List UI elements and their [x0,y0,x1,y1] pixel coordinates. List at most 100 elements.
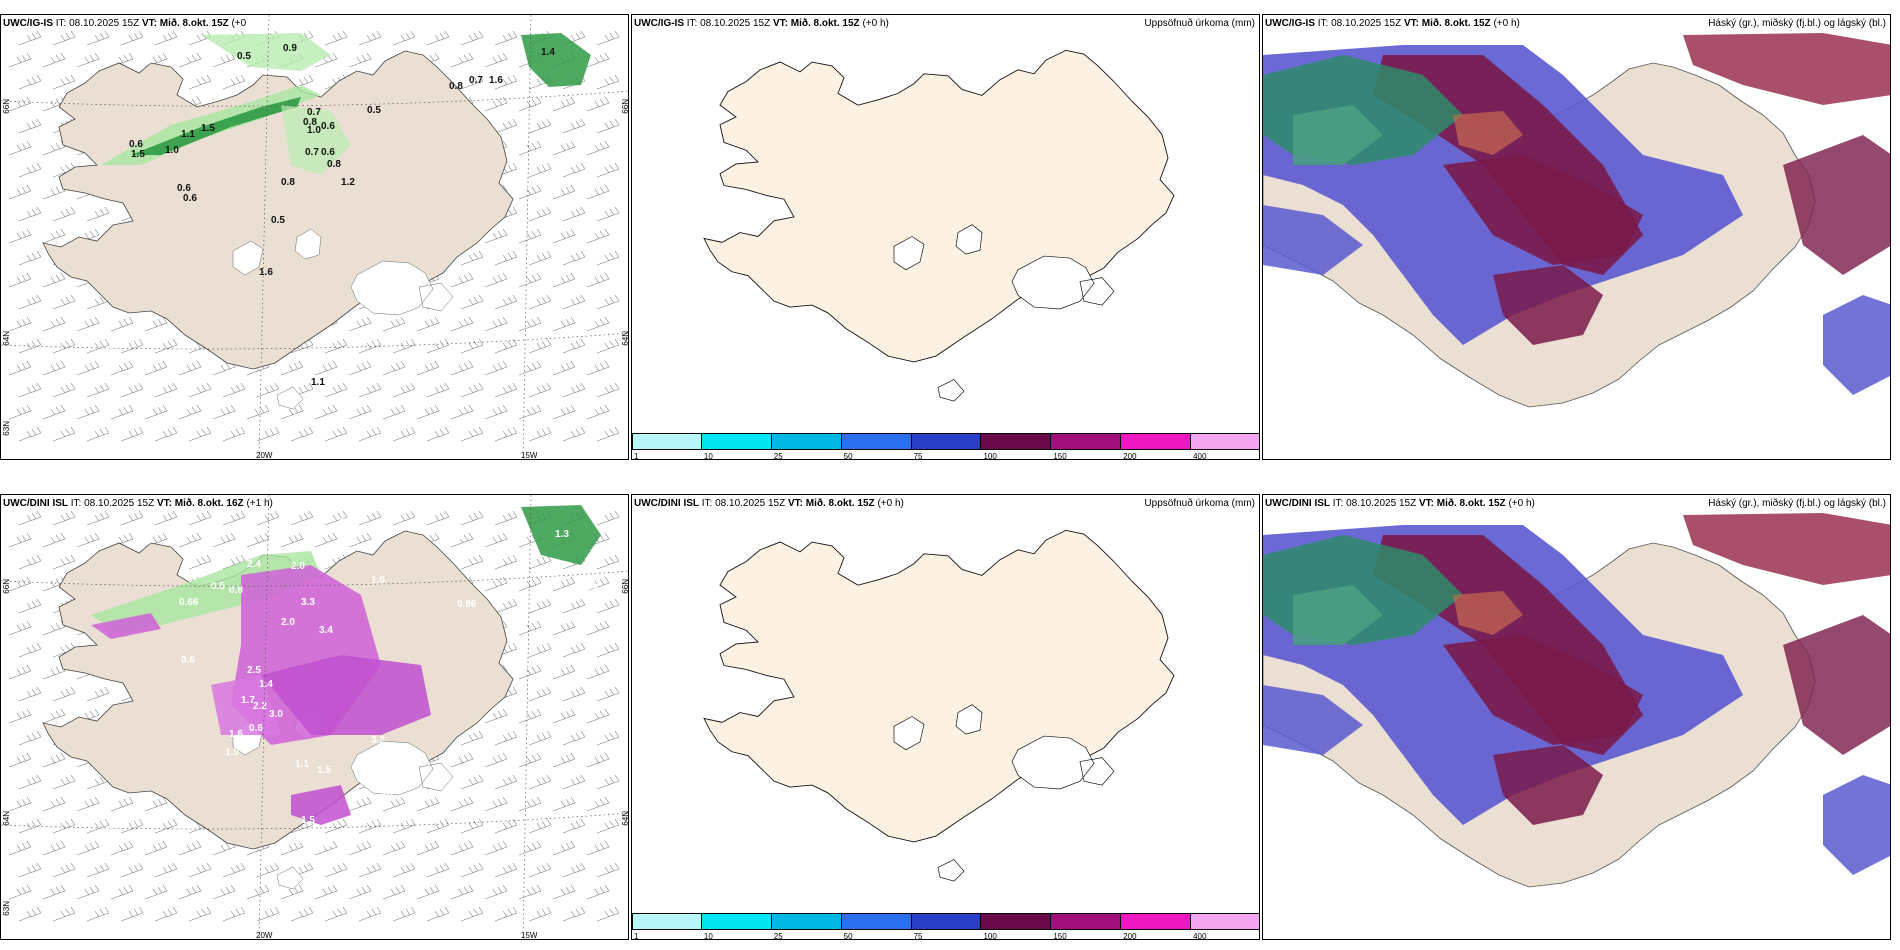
cloud-area [1783,615,1890,755]
wind-barb [528,686,552,702]
wind-barb [120,510,144,526]
colorbar-swatch [632,433,702,450]
cloud-area [1443,155,1643,265]
colorbar-tick-label: 400 [1193,932,1207,940]
cloud-area [1783,135,1890,275]
wind-barb [290,862,314,878]
wind-barb [552,96,576,112]
wind-barb [290,818,314,834]
wind-barb [8,404,32,420]
wind-barb [460,250,484,266]
wind-barb [188,862,212,878]
lon-label: 20W [256,931,273,940]
wind-barb [290,510,314,526]
lat-label: 64N [2,811,11,826]
wind-barb [280,840,304,856]
wind-barb [8,316,32,332]
wind-barb [212,404,236,420]
wind-barb [178,360,202,376]
wind-barb [528,118,552,134]
precip-value-label: 0.9 [283,43,297,54]
wind-barb [42,184,66,200]
precip-value-label: 0.6 [181,655,195,666]
wind-barb [586,360,610,376]
wind-barb [76,840,100,856]
wind-barb [324,818,348,834]
wind-barb [392,510,416,526]
lat-label: 63N [2,421,11,436]
wind-barb [586,140,610,156]
colorbar-tick-label: 200 [1123,932,1137,940]
wind-barb [450,796,474,812]
wind-barb [76,796,100,812]
wind-barb [314,884,338,900]
wind-barb [596,686,620,702]
wind-barb [494,642,518,658]
wind-barb [426,906,450,922]
colorbar-frame [632,433,1259,450]
wind-barb [562,162,586,178]
wind-barb [528,554,552,570]
wind-barb [494,338,518,354]
wind-barb [518,620,542,636]
map-panel-wind-precip-igis: UWC/IG-IS IT: 08.10.2025 15Z VT: Mið. 8.… [0,14,629,460]
precip-value-label: 0.8 [303,117,317,128]
precip-value-label: 1.4 [541,47,555,58]
precip-value-label: 1.5 [201,123,215,134]
wind-barb [562,906,586,922]
wind-barb [552,272,576,288]
precip-value-label: 0.6 [183,193,197,204]
wind-barb [52,774,76,790]
wind-barb [586,184,610,200]
wind-barb [8,532,32,548]
precip-value-label: 2.5 [247,665,261,676]
wind-barb [494,294,518,310]
wind-barb [426,426,450,442]
wind-barb [178,404,202,420]
wind-barb [42,140,66,156]
cloud-area [1683,33,1890,105]
wind-barb [460,818,484,834]
wind-barb [144,796,168,812]
wind-barb [18,118,42,134]
wind-barb [110,52,134,68]
wind-barb [596,294,620,310]
colorbar-swatch [771,433,842,450]
wind-barb [8,140,32,156]
lon-label: 15W [521,451,538,460]
wind-barb [460,294,484,310]
precip-shading: 0.90.5 1.40.80.7 1.60.50.70.81.0 0.61.51.10… [101,33,591,388]
cloud-area [1263,685,1363,755]
precip-value-label: 0.5 [211,581,225,592]
wind-barb [8,796,32,812]
wind-barb [562,426,586,442]
map-panel-clouds-dini: UWC/DINI ISL IT: 08.10.2025 15Z VT: Mið.… [1262,494,1891,940]
wind-barb [324,862,348,878]
cloud-area [1263,205,1363,275]
precip-value-label: 0.5 [237,51,251,62]
wind-barb [188,382,212,398]
panel-header: UWC/IG-IS IT: 08.10.2025 15Z VT: Mið. 8.… [3,18,247,29]
wind-barb [426,338,450,354]
wind-barb [222,554,246,570]
wind-barb [18,162,42,178]
wind-barb [52,206,76,222]
precip-area [211,675,281,735]
wind-barb [596,774,620,790]
wind-barb [460,74,484,90]
wind-barb [596,818,620,834]
wind-barb [52,642,76,658]
accum-precip-map [703,49,1175,402]
cloud-area [1493,745,1603,825]
wind-barb [358,906,382,922]
wind-barb [562,30,586,46]
wind-barb [450,360,474,376]
colorbar-swatch [981,913,1052,930]
panel-header: UWC/DINI ISL IT: 08.10.2025 15Z VT: Mið.… [1265,498,1535,509]
wind-barb [18,426,42,442]
wind-barb [188,906,212,922]
lat-label: 64N [2,331,11,346]
wind-barb [358,30,382,46]
wind-barb [8,840,32,856]
wind-barb [562,642,586,658]
